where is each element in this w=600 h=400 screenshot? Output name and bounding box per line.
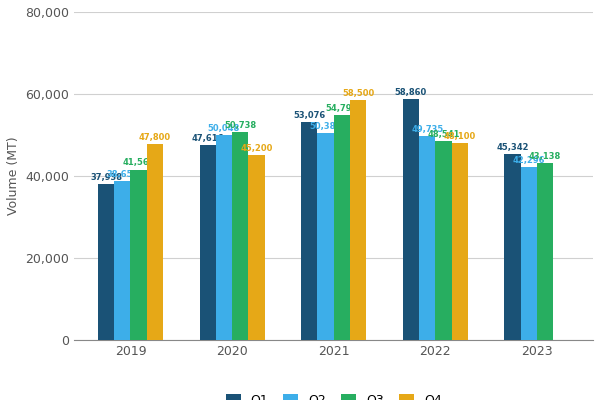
- Text: 58,500: 58,500: [342, 89, 374, 98]
- Y-axis label: Volume (MT): Volume (MT): [7, 137, 20, 215]
- Bar: [505, 154, 521, 340]
- Bar: [317, 133, 334, 340]
- Bar: [334, 115, 350, 340]
- Text: 50,738: 50,738: [224, 121, 256, 130]
- Text: 48,541: 48,541: [427, 130, 460, 139]
- Bar: [537, 163, 553, 340]
- Text: 50,048: 50,048: [208, 124, 240, 133]
- Text: 45,200: 45,200: [240, 144, 272, 152]
- Bar: [248, 155, 265, 340]
- Bar: [98, 184, 114, 340]
- Text: 38,658: 38,658: [106, 170, 139, 180]
- Bar: [147, 144, 163, 340]
- Bar: [452, 143, 468, 340]
- Bar: [436, 141, 452, 340]
- Text: 53,076: 53,076: [293, 111, 325, 120]
- Text: 50,384: 50,384: [310, 122, 342, 131]
- Bar: [200, 145, 216, 340]
- Bar: [403, 99, 419, 340]
- Text: 43,138: 43,138: [529, 152, 561, 161]
- Bar: [130, 170, 147, 340]
- Text: 47,616: 47,616: [191, 134, 224, 143]
- Bar: [216, 135, 232, 340]
- Text: 58,860: 58,860: [395, 88, 427, 96]
- Text: 45,342: 45,342: [496, 143, 529, 152]
- Bar: [419, 136, 436, 340]
- Text: 42,296: 42,296: [512, 156, 545, 164]
- Legend: Q1, Q2, Q3, Q4: Q1, Q2, Q3, Q4: [221, 389, 447, 400]
- Text: 37,938: 37,938: [90, 173, 122, 182]
- Text: 49,735: 49,735: [411, 125, 443, 134]
- Bar: [232, 132, 248, 340]
- Text: 47,800: 47,800: [139, 133, 171, 142]
- Text: 41,568: 41,568: [122, 158, 155, 168]
- Bar: [114, 182, 130, 340]
- Bar: [350, 100, 366, 340]
- Text: 48,100: 48,100: [443, 132, 476, 141]
- Text: 54,790: 54,790: [326, 104, 358, 113]
- Bar: [521, 166, 537, 340]
- Bar: [301, 122, 317, 340]
